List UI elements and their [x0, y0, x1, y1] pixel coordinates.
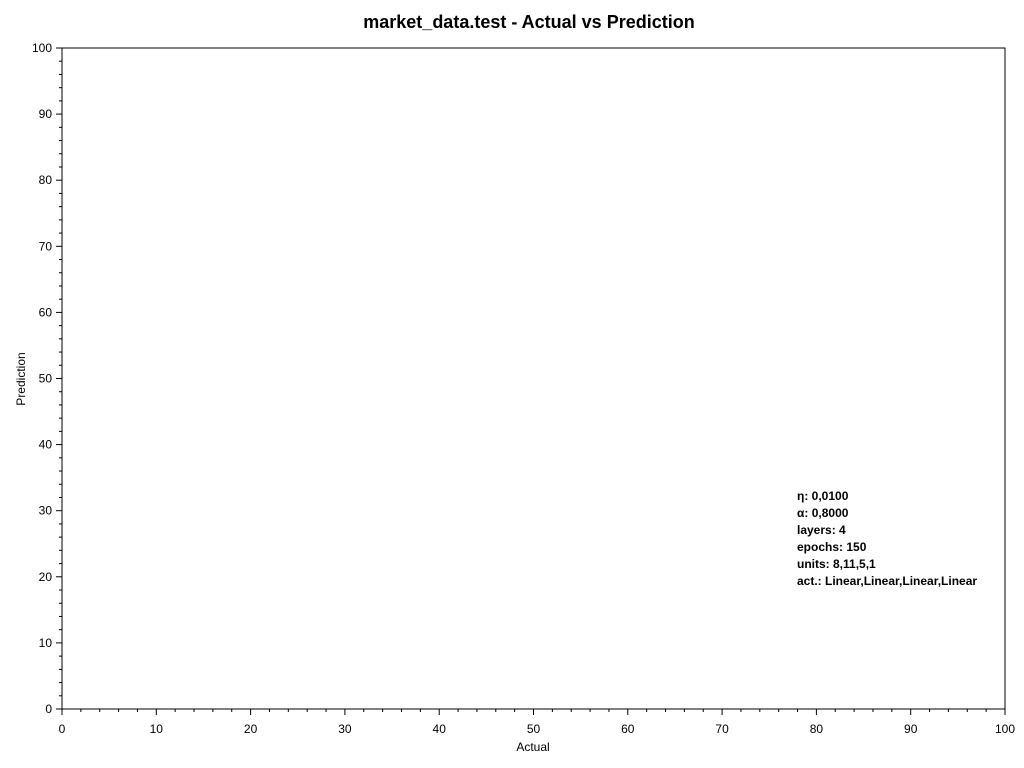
annotation-layers: layers: 4: [797, 523, 846, 537]
x-tick-label: 100: [995, 722, 1015, 736]
annotation-epochs: epochs: 150: [797, 540, 867, 554]
plot-area-frame: [61, 47, 1006, 710]
y-tick-label: 60: [39, 305, 53, 319]
x-tick-label: 90: [904, 722, 918, 736]
y-axis-tick-labels: 0 10 20 30 40 50 60 70 80 90 100: [32, 41, 52, 716]
y-tick-label: 70: [39, 239, 53, 253]
x-tick-label: 0: [59, 722, 66, 736]
y-axis-ticks: [56, 47, 62, 710]
x-tick-label: 30: [338, 722, 352, 736]
x-axis-ticks: [61, 709, 1006, 715]
x-tick-label: 50: [527, 722, 541, 736]
y-tick-label: 20: [39, 570, 53, 584]
x-tick-label: 80: [810, 722, 824, 736]
x-axis-label: Actual: [516, 740, 549, 754]
x-tick-label: 60: [621, 722, 635, 736]
y-tick-label: 80: [39, 173, 53, 187]
annotation-activations: act.: Linear,Linear,Linear,Linear: [797, 574, 977, 588]
y-tick-label: 100: [32, 41, 52, 55]
y-tick-label: 0: [45, 702, 52, 716]
chart-title: market_data.test - Actual vs Prediction: [363, 12, 694, 32]
x-tick-label: 20: [244, 722, 258, 736]
y-tick-label: 40: [39, 438, 53, 452]
annotation-alpha: α: 0,8000: [797, 506, 849, 520]
y-tick-label: 90: [39, 107, 53, 121]
x-tick-label: 70: [715, 722, 729, 736]
y-tick-label: 50: [39, 372, 53, 386]
annotation-eta: η: 0,0100: [797, 489, 849, 503]
y-tick-label: 30: [39, 504, 53, 518]
hyperparameter-annotations: η: 0,0100 α: 0,8000 layers: 4 epochs: 15…: [797, 489, 977, 588]
annotation-units: units: 8,11,5,1: [797, 557, 876, 571]
x-tick-label: 40: [433, 722, 447, 736]
y-tick-label: 10: [39, 636, 53, 650]
y-axis-label: Prediction: [14, 352, 28, 405]
x-tick-label: 10: [150, 722, 164, 736]
x-axis-tick-labels: 0 10 20 30 40 50 60 70 80 90 100: [59, 722, 1016, 736]
